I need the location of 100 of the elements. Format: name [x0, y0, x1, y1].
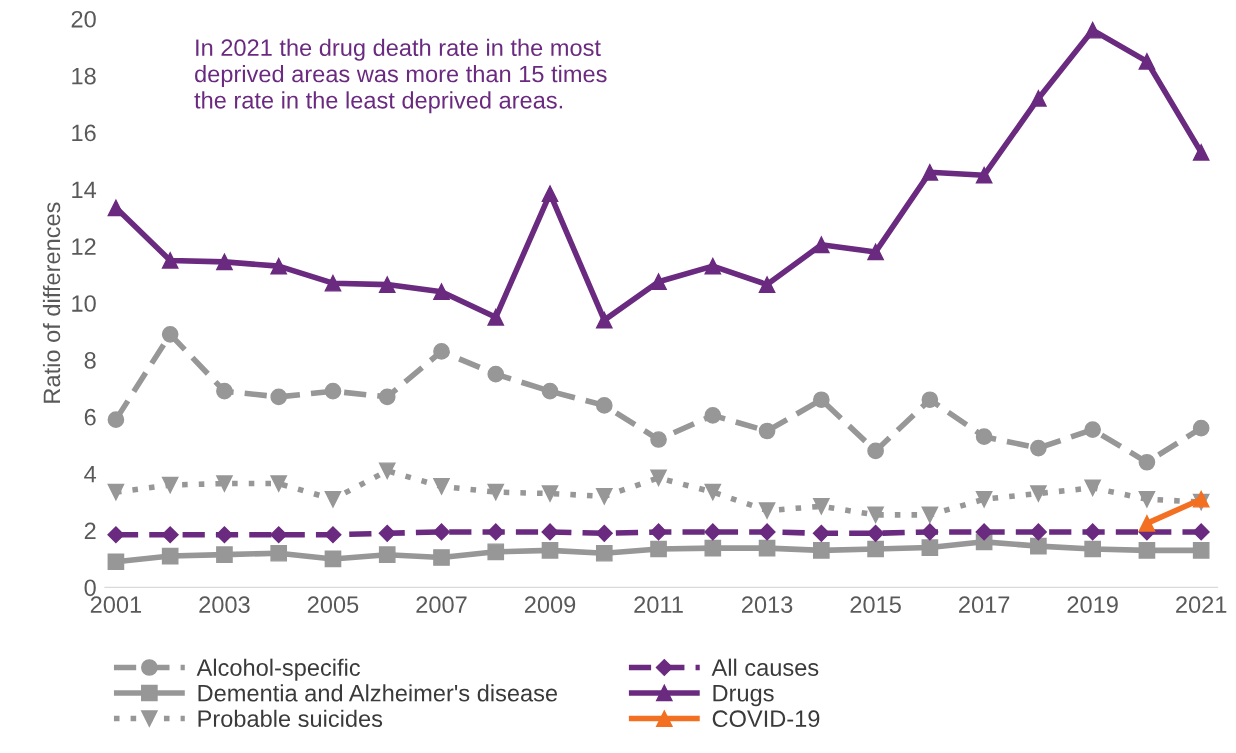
point: [1138, 53, 1156, 70]
point: [1138, 515, 1156, 532]
point: [867, 442, 884, 460]
point: [1138, 490, 1156, 508]
x-tick-label: 2013: [742, 596, 793, 614]
point: [215, 526, 233, 544]
point: [1030, 537, 1047, 555]
point: [975, 166, 993, 184]
point: [650, 469, 667, 487]
point: [1192, 523, 1210, 541]
point: [975, 428, 993, 446]
point: [487, 365, 505, 383]
point: [921, 539, 939, 556]
x-tick-label: 2021: [1176, 596, 1227, 614]
point: [595, 397, 613, 414]
point: [324, 274, 342, 292]
point: [812, 524, 830, 542]
point: [595, 488, 613, 505]
point: [378, 524, 396, 542]
point: [216, 253, 233, 271]
point: [270, 388, 288, 406]
point: [107, 553, 125, 571]
x-tick-label: 2003: [199, 596, 250, 614]
point: [758, 539, 776, 557]
x-tick-label: 2019: [1067, 596, 1118, 614]
point: [1138, 453, 1156, 471]
point: [487, 523, 505, 541]
x-tick-label: 2001: [90, 596, 142, 614]
point: [867, 506, 884, 524]
point: [270, 257, 288, 275]
y-tick-label: 0: [84, 579, 96, 597]
legend-label: Dementia and Alzheimer's disease: [198, 684, 558, 702]
point: [813, 236, 830, 254]
legend-label: Alcohol-specific: [196, 658, 360, 681]
point: [1030, 485, 1047, 502]
point: [161, 476, 179, 494]
x-tick-label: 2011: [634, 596, 683, 614]
point: [921, 523, 939, 541]
y-tick-label: 10: [72, 295, 96, 312]
point: [650, 273, 667, 291]
point: [433, 478, 450, 495]
point: [378, 462, 396, 480]
point: [1192, 542, 1210, 559]
point: [541, 382, 559, 400]
legend-label: Probable suicides: [198, 709, 383, 728]
point: [487, 543, 505, 561]
x-tick-label: 2007: [416, 596, 467, 614]
point: [433, 549, 450, 566]
point: [1192, 144, 1210, 161]
point: [813, 497, 830, 515]
point: [921, 163, 939, 181]
point: [270, 544, 288, 562]
point: [541, 185, 559, 202]
point: [1084, 479, 1101, 497]
y-tick-label: 12: [72, 238, 96, 255]
y-axis-title: Ratio of differences: [42, 202, 61, 403]
point: [867, 540, 884, 558]
point: [1192, 419, 1210, 437]
y-tick-label: 20: [71, 10, 96, 28]
point: [541, 485, 559, 502]
point: [921, 506, 939, 524]
y-tick-label: 6: [84, 408, 96, 426]
point: [378, 388, 396, 406]
point: [324, 382, 342, 400]
point: [161, 526, 179, 544]
point: [758, 422, 776, 440]
y-tick-label: 16: [72, 124, 96, 142]
point: [324, 490, 342, 508]
point: [1084, 523, 1102, 541]
point: [758, 502, 776, 519]
point: [1030, 90, 1047, 107]
point: [487, 308, 505, 326]
point: [813, 542, 830, 559]
point: [541, 523, 559, 541]
point: [1030, 439, 1047, 457]
point: [433, 343, 450, 360]
point: [595, 311, 613, 329]
point: [378, 546, 396, 563]
point: [975, 523, 993, 541]
point: [758, 276, 776, 293]
point: [161, 326, 179, 343]
point: [324, 526, 342, 544]
point: [216, 546, 233, 563]
legend-label: COVID-19: [712, 710, 820, 728]
point: [975, 490, 993, 508]
x-tick-label: 2009: [524, 596, 576, 614]
y-tick-label: 8: [84, 352, 96, 369]
point: [1084, 540, 1101, 558]
y-tick-label: 4: [84, 465, 97, 483]
x-tick-label: 2015: [850, 596, 901, 614]
point: [541, 542, 559, 559]
point: [107, 526, 125, 544]
point: [1138, 542, 1156, 559]
point: [1084, 421, 1101, 438]
y-tick-label: 2: [84, 522, 96, 540]
point: [1084, 21, 1101, 39]
point: [867, 524, 885, 542]
point: [1029, 523, 1047, 541]
point: [650, 431, 667, 448]
legend-label: Drugs: [713, 685, 774, 707]
